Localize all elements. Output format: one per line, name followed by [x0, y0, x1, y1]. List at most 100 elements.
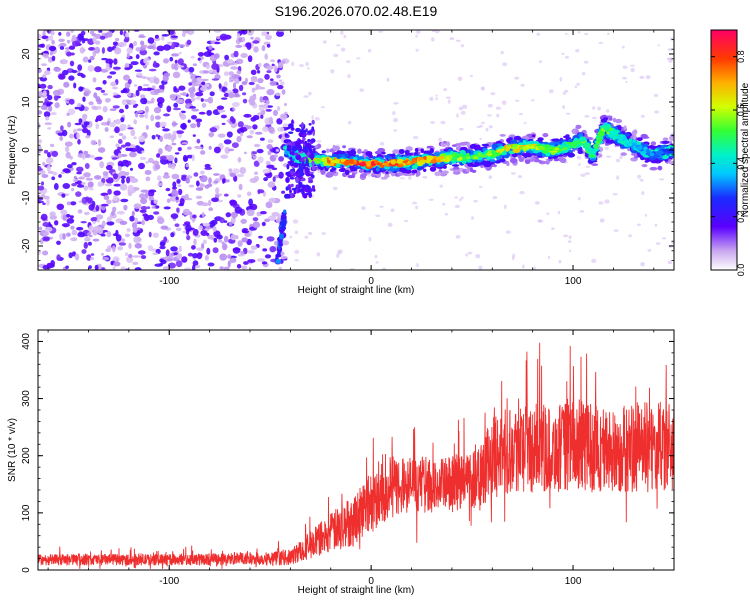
- heatmap-noise-cell: [256, 148, 264, 154]
- heatmap-noise-cell: [584, 32, 589, 36]
- heatmap-noise-cell: [66, 112, 70, 116]
- heatmap-noise-cell: [132, 93, 137, 98]
- heatmap-noise-cell: [168, 30, 175, 35]
- heatmap-noise-cell: [40, 237, 44, 245]
- heatmap-noise-cell: [151, 97, 155, 104]
- heatmap-noise-cell: [268, 126, 275, 133]
- heatmap-noise-cell: [101, 47, 105, 54]
- heatmap-noise-cell: [90, 139, 97, 146]
- heatmap-noise-cell: [136, 72, 143, 76]
- heatmap-noise-cell: [257, 156, 264, 164]
- heatmap-noise-cell: [97, 227, 104, 235]
- heatmap-ridge-cell: [627, 148, 631, 152]
- heatmap-ridge-cell: [326, 171, 335, 177]
- heatmap-ridge-cell: [662, 137, 669, 141]
- heatmap-noise-cell: [170, 163, 176, 170]
- heatmap-noise-cell: [52, 89, 61, 96]
- heatmap-ridge-cell: [572, 129, 576, 135]
- heatmap-noise-cell: [114, 126, 120, 134]
- heatmap-noise-cell: [443, 88, 448, 92]
- heatmap-noise-cell: [253, 87, 258, 91]
- heatmap-noise-cell: [124, 171, 130, 176]
- heatmap-noise-cell: [219, 33, 228, 41]
- heatmap-noise-cell: [53, 67, 62, 72]
- heatmap-noise-cell: [144, 111, 149, 119]
- heatmap-noise-cell: [127, 78, 132, 85]
- heatmap-noise-cell: [85, 135, 91, 139]
- heatmap-noise-cell: [223, 139, 232, 145]
- heatmap-noise-cell: [102, 171, 109, 176]
- heatmap-noise-cell: [95, 40, 101, 45]
- heatmap-noise-cell: [271, 212, 280, 217]
- heatmap-noise-cell: [250, 245, 258, 250]
- heatmap-noise-cell: [49, 51, 54, 56]
- colorbar-label: Normalized spectral amplitude: [740, 82, 750, 217]
- heatmap-noise-cell: [237, 121, 244, 128]
- heatmap-noise-cell: [273, 154, 278, 158]
- heatmap-noise-cell: [167, 132, 172, 140]
- heatmap-noise-cell: [126, 176, 131, 184]
- heatmap-ridge-cell: [397, 172, 405, 176]
- heatmap-noise-cell: [140, 206, 148, 211]
- heatmap-ridge-cell: [513, 135, 522, 141]
- heatmap-noise-cell: [70, 201, 77, 206]
- figure-title: S196.2026.070.02.48.E19: [275, 3, 438, 19]
- heatmap-noise-cell: [456, 113, 459, 118]
- heatmap-noise-cell: [62, 183, 71, 189]
- heatmap-noise-cell: [82, 154, 86, 160]
- heatmap-ridge-cell: [285, 177, 290, 183]
- heatmap-noise-cell: [237, 253, 245, 257]
- heatmap-noise-cell: [268, 116, 273, 123]
- heatmap-noise-cell: [116, 210, 125, 215]
- heatmap-noise-cell: [558, 259, 562, 264]
- heatmap-noise-cell: [237, 240, 243, 247]
- heatmap-noise-cell: [202, 70, 210, 74]
- heatmap-noise-cell: [97, 139, 102, 147]
- heatmap-noise-cell: [257, 70, 261, 74]
- heatmap-noise-cell: [100, 89, 105, 93]
- heatmap-noise-cell: [53, 94, 59, 101]
- heatmap-noise-cell: [267, 181, 276, 188]
- heatmap-noise-cell: [243, 261, 249, 265]
- heatmap-noise-cell: [252, 217, 259, 222]
- heatmap-noise-cell: [118, 170, 127, 177]
- heatmap-noise-cell: [38, 139, 43, 144]
- heatmap-noise-cell: [111, 210, 115, 216]
- heatmap-noise-cell: [201, 78, 209, 82]
- heatmap-noise-cell: [127, 124, 131, 128]
- heatmap-noise-cell: [102, 256, 110, 261]
- heatmap-noise-cell: [246, 191, 252, 197]
- heatmap-noise-cell: [434, 30, 440, 34]
- snr-line: [38, 342, 674, 569]
- heatmap-ridge-cell: [381, 151, 386, 155]
- heatmap-noise-cell: [465, 253, 469, 257]
- heatmap-ridge-cell: [579, 136, 587, 142]
- heatmap-noise-cell: [162, 128, 170, 132]
- y-tick-label: 10: [21, 96, 32, 108]
- heatmap-ridge-cell: [307, 130, 313, 134]
- heatmap-noise-cell: [216, 105, 225, 110]
- heatmap-noise-cell: [172, 181, 177, 188]
- heatmap-noise-cell: [592, 106, 596, 110]
- heatmap-noise-cell: [416, 263, 419, 268]
- heatmap-noise-cell: [332, 186, 338, 191]
- heatmap-noise-cell: [202, 222, 211, 227]
- heatmap-noise-cell: [208, 207, 214, 212]
- heatmap-noise-cell: [131, 210, 135, 217]
- heatmap-noise-cell: [49, 143, 55, 148]
- heatmap-noise-cell: [157, 182, 163, 187]
- heatmap-noise-cell: [79, 47, 85, 54]
- heatmap-noise-cell: [457, 76, 463, 82]
- heatmap-noise-cell: [222, 178, 227, 184]
- heatmap-ridge-cell: [446, 141, 451, 147]
- heatmap-noise-cell: [68, 75, 75, 81]
- heatmap-noise-cell: [126, 256, 134, 264]
- heatmap-noise-cell: [240, 132, 243, 137]
- y-tick-label: 0: [21, 147, 32, 153]
- heatmap-noise-cell: [38, 145, 42, 151]
- heatmap-noise-cell: [514, 76, 520, 80]
- heatmap-noise-cell: [58, 174, 62, 178]
- heatmap-ridge-cell: [451, 164, 460, 167]
- heatmap-noise-cell: [196, 77, 203, 82]
- heatmap-noise-cell: [442, 202, 446, 206]
